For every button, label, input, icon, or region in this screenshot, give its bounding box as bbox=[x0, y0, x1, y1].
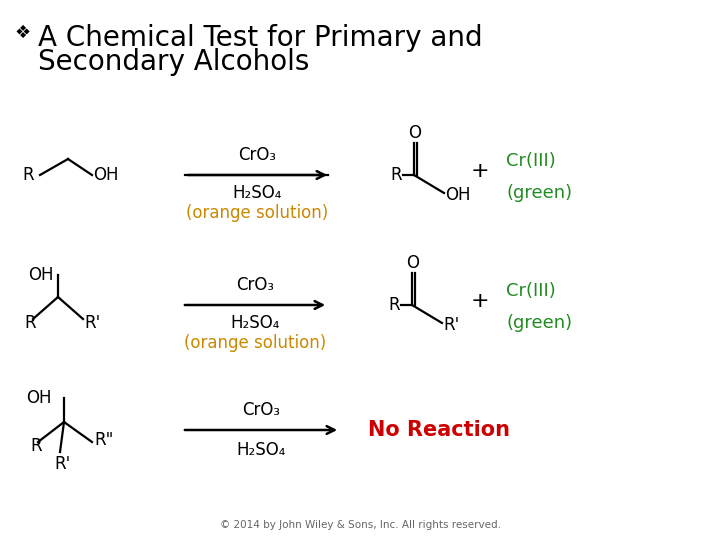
Text: H₂SO₄: H₂SO₄ bbox=[236, 441, 286, 459]
Text: +: + bbox=[471, 291, 490, 311]
Text: R: R bbox=[390, 166, 402, 184]
Text: CrO₃: CrO₃ bbox=[238, 146, 276, 164]
Text: H₂SO₄: H₂SO₄ bbox=[233, 184, 282, 202]
Text: © 2014 by John Wiley & Sons, Inc. All rights reserved.: © 2014 by John Wiley & Sons, Inc. All ri… bbox=[220, 520, 500, 530]
Text: R': R' bbox=[443, 316, 459, 334]
Text: R": R" bbox=[94, 431, 113, 449]
Text: R': R' bbox=[84, 314, 100, 332]
Text: R: R bbox=[388, 296, 400, 314]
Text: A Chemical Test for Primary and: A Chemical Test for Primary and bbox=[38, 24, 482, 52]
Text: CrO₃: CrO₃ bbox=[242, 401, 280, 419]
Text: OH: OH bbox=[28, 266, 53, 284]
Text: O: O bbox=[407, 254, 420, 272]
Text: O: O bbox=[408, 124, 421, 142]
Text: (green): (green) bbox=[506, 314, 572, 332]
Text: Secondary Alcohols: Secondary Alcohols bbox=[38, 48, 310, 76]
Text: R: R bbox=[24, 314, 35, 332]
Text: CrO₃: CrO₃ bbox=[236, 276, 274, 294]
Text: R: R bbox=[30, 437, 42, 455]
Text: (orange solution): (orange solution) bbox=[186, 204, 328, 222]
Text: Cr(III): Cr(III) bbox=[506, 282, 556, 300]
Text: (green): (green) bbox=[506, 184, 572, 202]
Text: No Reaction: No Reaction bbox=[368, 420, 510, 440]
Text: H₂SO₄: H₂SO₄ bbox=[230, 314, 279, 332]
Text: ❖: ❖ bbox=[14, 24, 30, 42]
Text: +: + bbox=[471, 161, 490, 181]
Text: OH: OH bbox=[93, 166, 119, 184]
Text: (orange solution): (orange solution) bbox=[184, 334, 326, 352]
Text: R: R bbox=[22, 166, 34, 184]
Text: Cr(III): Cr(III) bbox=[506, 152, 556, 170]
Text: OH: OH bbox=[445, 186, 470, 204]
Text: R': R' bbox=[54, 455, 71, 473]
Text: OH: OH bbox=[26, 389, 52, 407]
